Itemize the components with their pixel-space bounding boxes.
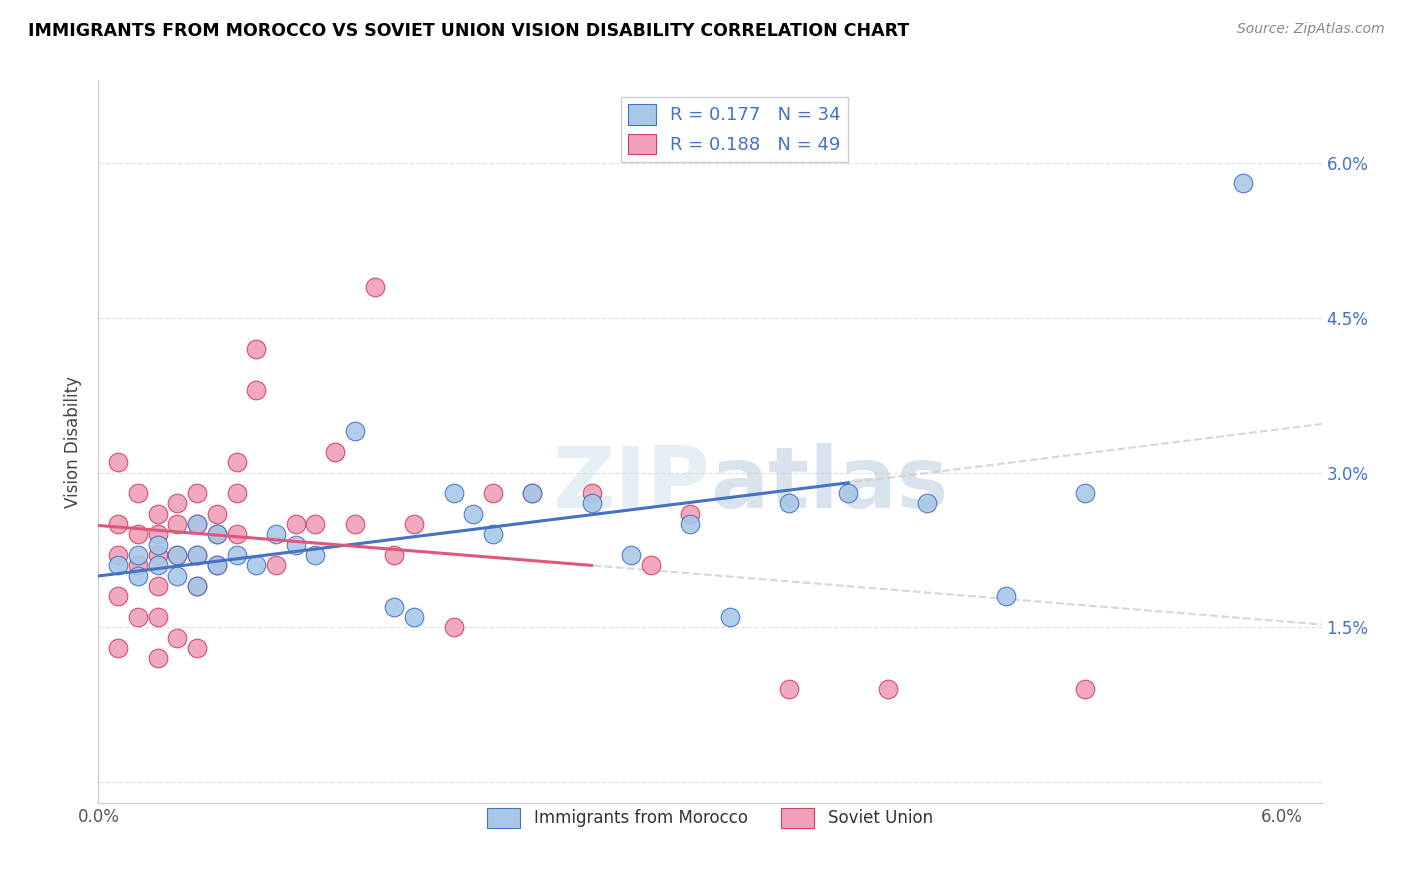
Point [205, 527, 228, 541]
Legend: Immigrants from Morocco, Soviet Union: Immigrants from Morocco, Soviet Union [481, 802, 939, 834]
Point [284, 517, 307, 532]
Point [581, 486, 603, 500]
Point [166, 568, 188, 582]
Point [679, 507, 702, 521]
Point [127, 548, 149, 562]
Point [837, 486, 859, 500]
Text: ZIP: ZIP [553, 443, 710, 526]
Point [146, 548, 169, 562]
Point [186, 579, 208, 593]
Text: Source: ZipAtlas.com: Source: ZipAtlas.com [1237, 22, 1385, 37]
Point [146, 579, 169, 593]
Point [245, 383, 267, 397]
Point [522, 486, 544, 500]
Point [304, 548, 326, 562]
Point [225, 486, 247, 500]
Point [443, 620, 465, 634]
Point [146, 527, 169, 541]
Point [127, 558, 149, 573]
Point [778, 682, 800, 697]
Point [186, 548, 208, 562]
Point [146, 538, 169, 552]
Point [166, 631, 188, 645]
Point [146, 558, 169, 573]
Point [778, 496, 800, 510]
Point [146, 651, 169, 665]
Point [994, 590, 1017, 604]
Point [640, 558, 662, 573]
Point [876, 682, 898, 697]
Point [107, 590, 129, 604]
Point [205, 558, 228, 573]
Point [620, 548, 643, 562]
Point [146, 507, 169, 521]
Point [186, 640, 208, 655]
Point [166, 548, 188, 562]
Point [284, 538, 307, 552]
Point [127, 610, 149, 624]
Point [205, 558, 228, 573]
Point [1074, 486, 1097, 500]
Point [107, 558, 129, 573]
Point [915, 496, 938, 510]
Point [186, 548, 208, 562]
Point [264, 558, 287, 573]
Point [264, 527, 287, 541]
Point [245, 342, 267, 356]
Point [205, 527, 228, 541]
Point [482, 527, 505, 541]
Point [107, 640, 129, 655]
Text: atlas: atlas [710, 443, 948, 526]
Point [127, 568, 149, 582]
Point [1232, 177, 1254, 191]
Point [205, 507, 228, 521]
Point [581, 496, 603, 510]
Point [127, 527, 149, 541]
Point [443, 486, 465, 500]
Point [679, 517, 702, 532]
Point [107, 517, 129, 532]
Text: IMMIGRANTS FROM MOROCCO VS SOVIET UNION VISION DISABILITY CORRELATION CHART: IMMIGRANTS FROM MOROCCO VS SOVIET UNION … [28, 22, 910, 40]
Point [343, 517, 366, 532]
Point [127, 486, 149, 500]
Point [718, 610, 741, 624]
Point [186, 579, 208, 593]
Point [146, 610, 169, 624]
Point [166, 548, 188, 562]
Point [107, 548, 129, 562]
Point [166, 517, 188, 532]
Point [343, 424, 366, 438]
Point [186, 517, 208, 532]
Point [186, 517, 208, 532]
Point [404, 517, 426, 532]
Point [107, 455, 129, 469]
Point [382, 599, 405, 614]
Y-axis label: Vision Disability: Vision Disability [65, 376, 83, 508]
Point [363, 279, 385, 293]
Point [225, 455, 247, 469]
Point [522, 486, 544, 500]
Point [404, 610, 426, 624]
Point [186, 486, 208, 500]
Point [482, 486, 505, 500]
Point [463, 507, 485, 521]
Point [225, 548, 247, 562]
Point [166, 496, 188, 510]
Point [304, 517, 326, 532]
Point [245, 558, 267, 573]
Point [323, 445, 346, 459]
Point [1074, 682, 1097, 697]
Point [225, 527, 247, 541]
Point [382, 548, 405, 562]
